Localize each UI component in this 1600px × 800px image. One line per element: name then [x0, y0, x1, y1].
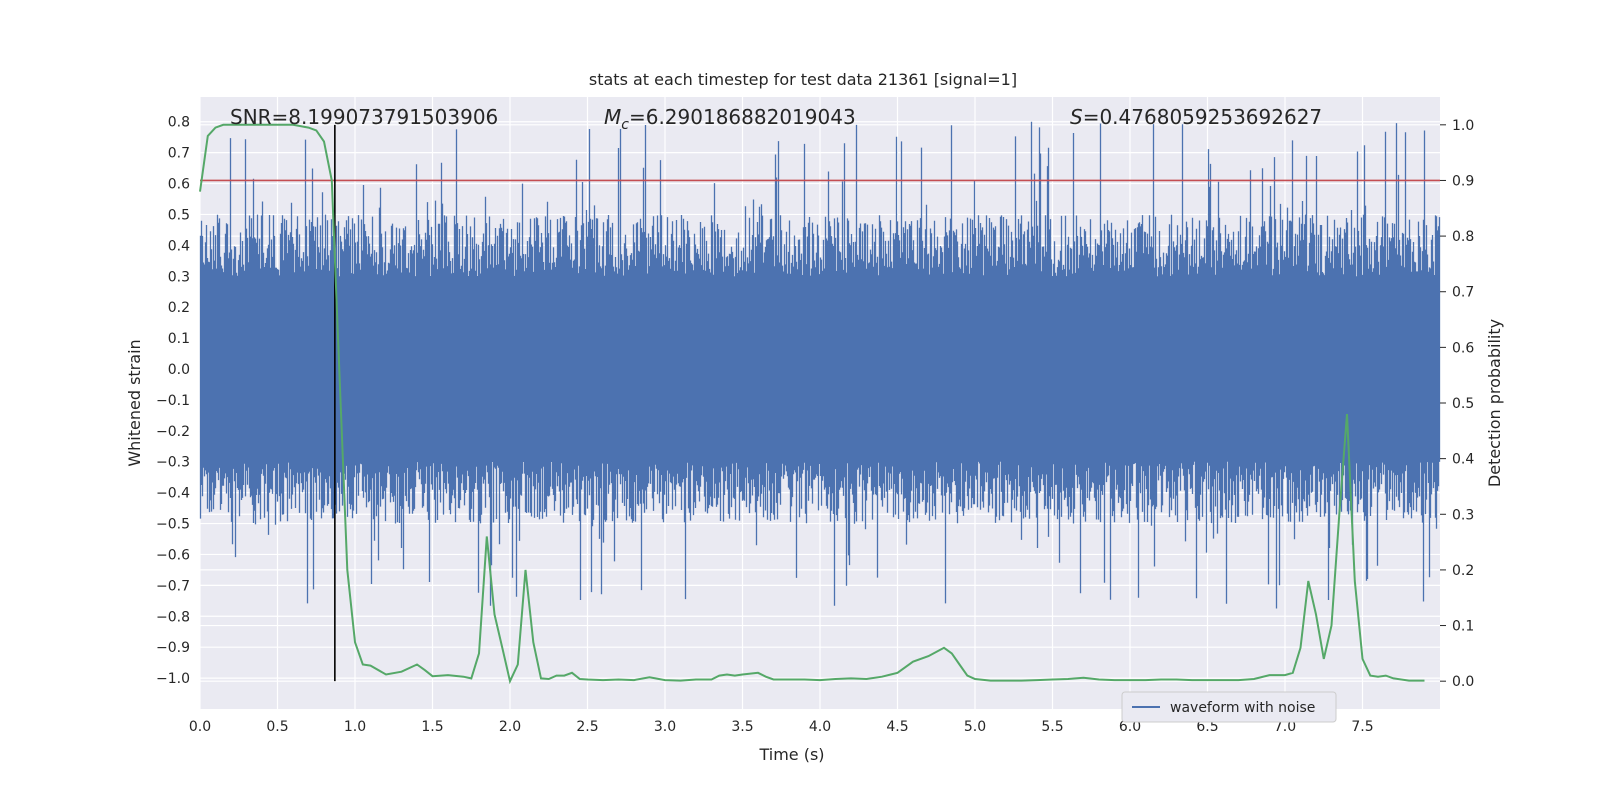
y-right-tick-label: 0.3 [1452, 507, 1474, 523]
y-tick-label: 0.6 [168, 177, 190, 193]
y-tick-label: 0.5 [168, 207, 190, 223]
x-tick-label: 4.0 [809, 719, 831, 735]
x-tick-label: 0.5 [266, 719, 288, 735]
series-detection-probability [199, 123, 1425, 685]
chirp-mass-subscript: c [621, 117, 629, 133]
s-symbol: S [1070, 105, 1083, 129]
y-right-tick-label: 0.9 [1452, 173, 1474, 189]
x-tick-label: 7.0 [1274, 719, 1296, 735]
x-tick-label: 5.5 [1041, 719, 1063, 735]
y-tick-label: −1.0 [156, 671, 190, 687]
x-tick-label: 5.0 [964, 719, 986, 735]
x-axis-ticks: 0.0 0.5 1.0 1.5 2.0 2.5 3.0 3.5 4.0 4.5 5.0 5.5 6.0 6… [189, 719, 1374, 735]
x-tick-label: 1.0 [344, 719, 366, 735]
y-axis-right-label: Detection probability [1485, 319, 1504, 487]
y-right-tick-label: 1.0 [1452, 118, 1474, 134]
y-right-tick-label: 0.1 [1452, 619, 1474, 635]
y-tick-label: −0.1 [156, 393, 190, 409]
legend-label-waveform: waveform with noise [1170, 700, 1315, 716]
legend: waveform with noise [1121, 691, 1337, 723]
y-axis-right-ticks: 1.0 0.9 0.8 0.7 0.6 0.5 0.4 0.3 0.2 0.1 0.0 [1440, 118, 1474, 690]
snr-annotation: SNR=8.199073791503906 [230, 105, 498, 129]
y-tick-label: 0.4 [168, 238, 190, 254]
y-axis-ticks: 0.8 0.7 0.6 0.5 0.4 0.3 0.2 0.1 0.0 −0.1 −0.2 −0.3 −… [156, 115, 190, 687]
y-tick-label: 0.7 [168, 146, 190, 162]
x-tick-label: 3.5 [731, 719, 753, 735]
y-tick-label: 0.3 [168, 269, 190, 285]
x-tick-label: 6.5 [1196, 719, 1218, 735]
chirp-mass-annotation: Mc=6.290186882019043 [604, 105, 856, 133]
x-tick-label: 2.5 [576, 719, 598, 735]
legend-box [1121, 691, 1337, 723]
series-waveform-with-noise [199, 121, 1441, 609]
y-tick-label: −0.4 [156, 486, 190, 502]
y-tick-label: 0.1 [168, 331, 190, 347]
y-axis-label: Whitened strain [125, 339, 144, 466]
y-tick-label: −0.3 [156, 455, 190, 471]
x-tick-label: 3.0 [654, 719, 676, 735]
s-value: =0.4768059253692627 [1083, 105, 1322, 129]
y-right-tick-label: 0.6 [1452, 340, 1474, 356]
s-annotation: S=0.4768059253692627 [1070, 105, 1322, 129]
y-tick-label: 0.0 [168, 362, 190, 378]
y-tick-label: −0.2 [156, 424, 190, 440]
y-right-tick-label: 0.4 [1452, 452, 1474, 468]
y-tick-label: 0.2 [168, 300, 190, 316]
chirp-mass-symbol: M [604, 105, 621, 129]
y-tick-label: −0.8 [156, 609, 190, 625]
y-tick-label: −0.6 [156, 547, 190, 563]
x-tick-label: 7.5 [1351, 719, 1373, 735]
y-tick-label: −0.5 [156, 517, 190, 533]
y-tick-label: −0.7 [156, 578, 190, 594]
chart-title: stats at each timestep for test data 213… [589, 70, 1017, 89]
x-axis-label: Time (s) [758, 745, 824, 764]
y-right-tick-label: 0.7 [1452, 285, 1474, 301]
x-tick-label: 0.0 [189, 719, 211, 735]
x-tick-label: 4.5 [886, 719, 908, 735]
x-tick-label: 2.0 [499, 719, 521, 735]
waveform-core [200, 285, 1440, 453]
y-tick-label: 0.8 [168, 115, 190, 131]
x-tick-label: 6.0 [1119, 719, 1141, 735]
y-right-tick-label: 0.8 [1452, 229, 1474, 245]
x-tick-label: 1.5 [421, 719, 443, 735]
chirp-mass-value: =6.290186882019043 [629, 105, 856, 129]
y-right-tick-label: 0.0 [1452, 674, 1474, 690]
y-right-tick-label: 0.2 [1452, 563, 1474, 579]
y-right-tick-label: 0.5 [1452, 396, 1474, 412]
y-tick-label: −0.9 [156, 640, 190, 656]
